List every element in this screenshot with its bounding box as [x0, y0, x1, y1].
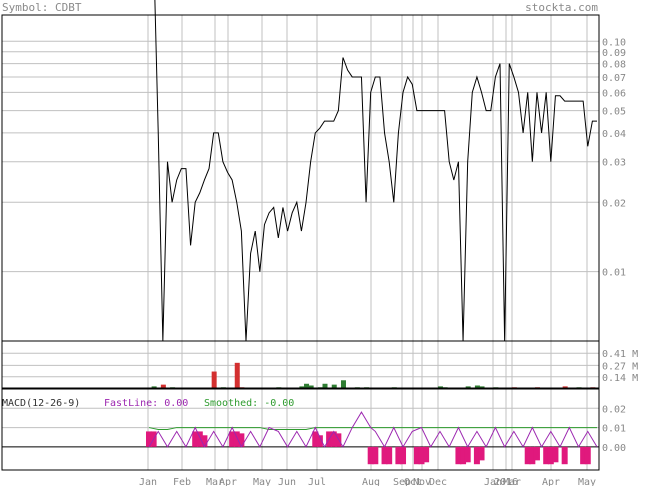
- macd-hist-bar: [580, 446, 587, 465]
- macd-hist-bar: [423, 446, 430, 463]
- macd-hist-bar: [146, 431, 152, 447]
- x-tick-label: Jan: [484, 477, 502, 486]
- volume-bar: [474, 385, 480, 389]
- price-line: [154, 0, 597, 342]
- volume-bar: [211, 371, 217, 389]
- volume-bar: [331, 384, 337, 389]
- price-tick-label: 0.09: [602, 48, 626, 59]
- x-tick-label: Jun: [278, 477, 296, 486]
- macd-tick-label: 0.02: [602, 404, 626, 415]
- price-tick-label: 0.06: [602, 88, 626, 99]
- x-tick-label: Mar: [503, 477, 521, 486]
- volume-bar: [304, 383, 310, 389]
- macd-tick-label: 0.00: [602, 443, 626, 454]
- volume-bar: [340, 380, 346, 389]
- macd-hist-bar: [238, 433, 245, 447]
- panel-frames: [1, 14, 600, 471]
- macd-smooth-label: Smoothed: -0.00: [204, 398, 294, 409]
- volume-bar: [234, 362, 240, 389]
- price-tick-label: 0.10: [602, 37, 626, 48]
- macd-hist-bar: [418, 446, 425, 465]
- price-tick-label: 0.01: [602, 268, 626, 279]
- macd-title: MACD(12-26-9): [2, 398, 80, 409]
- macd-hist-bar: [330, 431, 337, 447]
- macd-hist-bar: [381, 446, 388, 465]
- x-tick-label: Sep: [393, 477, 411, 486]
- site-label: stockta.com: [525, 1, 598, 14]
- macd-hist-bar: [460, 446, 467, 465]
- macd-hist-bar: [196, 431, 203, 447]
- x-tick-label: May: [578, 477, 596, 486]
- macd-hist-bar: [233, 431, 240, 447]
- volume-tick-label: 0.14 M: [602, 373, 638, 384]
- macd-hist-bar: [400, 446, 407, 465]
- volume-bar: [308, 385, 314, 389]
- macd-hist-bar: [316, 435, 323, 447]
- macd-hist-bar: [529, 446, 536, 465]
- x-tick-label: Mar: [206, 477, 224, 486]
- macd-hist-bar: [395, 446, 402, 465]
- volume-tick-label: 0.41 M: [602, 349, 638, 360]
- x-tick-label: Jul: [308, 477, 326, 486]
- volume-bars: [2, 362, 599, 390]
- macd-hist-bar: [455, 446, 462, 465]
- macd-hist-bar: [473, 446, 480, 465]
- macd-panel-frame: [1, 388, 600, 471]
- macd-axis: 0.02 0.01 0.00: [602, 404, 626, 454]
- x-tick-label: 2016: [494, 477, 518, 486]
- macd-hist-bar: [552, 446, 559, 463]
- x-tick-label: Feb: [173, 477, 191, 486]
- macd-smooth-line: [148, 427, 597, 430]
- x-tick-label: Aug: [362, 477, 380, 486]
- price-tick-label: 0.02: [602, 198, 626, 209]
- x-tick-label: Apr: [542, 477, 560, 486]
- x-tick-label: Jan: [139, 477, 157, 486]
- macd-hist-bar: [524, 446, 531, 465]
- volume-bar: [160, 384, 166, 389]
- price-tick-label: 0.05: [602, 107, 626, 118]
- symbol-label: Symbol: CDBT: [2, 1, 82, 14]
- price-tick-label: 0.03: [602, 158, 626, 169]
- volume-tick-label: 0.27 M: [602, 361, 638, 372]
- price-line-group: [154, 0, 597, 342]
- macd-hist-bar: [533, 446, 540, 461]
- macd-hist-bar: [201, 435, 208, 447]
- x-tick-label: May: [253, 477, 271, 486]
- x-tick-label: Nov: [413, 477, 431, 486]
- macd-hist-bar: [229, 431, 236, 447]
- macd-grid: [2, 389, 599, 470]
- macd-hist-bar: [464, 446, 471, 463]
- price-tick-label: 0.08: [602, 60, 626, 71]
- macd-hist-bar: [312, 431, 319, 447]
- macd-lines: [148, 411, 598, 448]
- price-tick-label: 0.07: [602, 73, 626, 84]
- macd-hist-bar: [561, 446, 568, 465]
- x-tick-label: Oct: [404, 477, 422, 486]
- x-tick-label: Apr: [219, 477, 237, 486]
- macd-hist-bar: [584, 446, 591, 465]
- macd-hist-bar: [372, 446, 379, 465]
- macd-tick-label: 0.01: [602, 424, 626, 435]
- price-axis: 0.100.090.08 0.07 0.06 0.05 0.04 0.03 0.02 0.01: [602, 37, 626, 278]
- x-tick-label: Dec: [429, 477, 447, 486]
- volume-grid: [2, 341, 599, 389]
- macd-hist-bar: [192, 431, 199, 447]
- macd-hist-bar: [543, 446, 550, 465]
- macd-fast-line: [148, 411, 598, 448]
- macd-hist-bar: [367, 446, 374, 465]
- macd-hist-bar: [413, 446, 420, 465]
- volume-bar: [322, 383, 328, 389]
- macd-hist-bar: [386, 446, 393, 465]
- macd-fast-label: FastLine: 0.00: [104, 398, 188, 409]
- macd-hist-bar: [478, 446, 485, 461]
- macd-hist-bar: [547, 446, 554, 465]
- volume-axis: 0.41 M0.27 M0.14 M: [602, 349, 638, 384]
- price-tick-label: 0.04: [602, 129, 626, 140]
